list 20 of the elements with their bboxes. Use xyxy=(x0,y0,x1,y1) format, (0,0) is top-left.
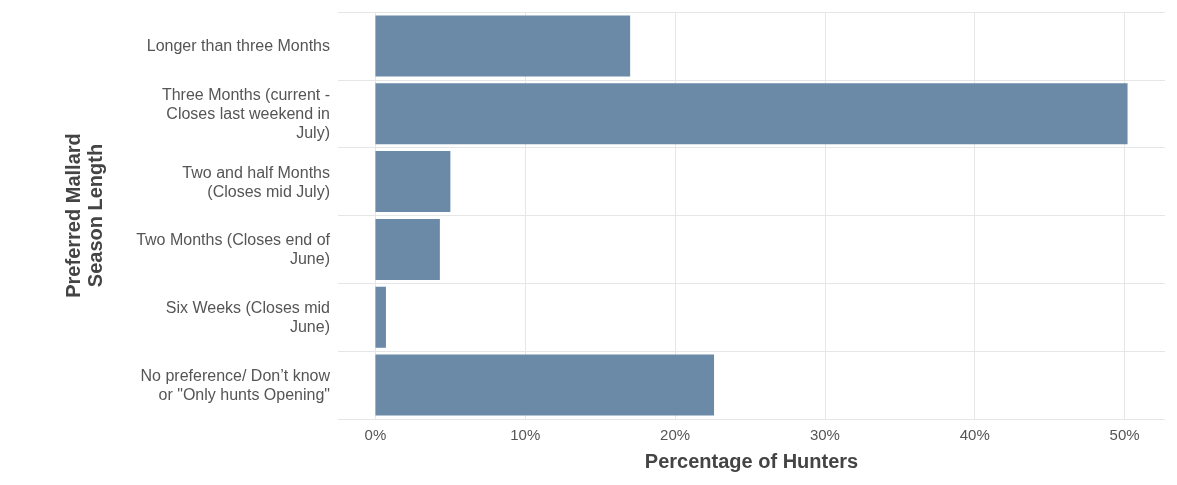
bar xyxy=(375,354,715,416)
y-tick-label: No preference/ Don’t know or "Only hunts Opening" xyxy=(140,367,331,404)
x-tick-label: 50% xyxy=(1109,426,1140,443)
bar xyxy=(375,83,1128,145)
bar xyxy=(375,218,440,280)
x-tick-label: 30% xyxy=(809,426,840,443)
x-axis-title: Percentage of Hunters xyxy=(644,450,859,472)
y-tick-label: Two Months (Closes end of June) xyxy=(136,231,331,268)
y-tick-label: Three Months (current - Closes last weekend in July) xyxy=(161,86,330,142)
y-axis-title: Preferred Mallard Season Length xyxy=(62,133,106,298)
bar xyxy=(375,15,631,77)
y-tick-label: Six Weeks (Closes mid June) xyxy=(165,299,330,336)
bar xyxy=(375,151,451,213)
y-tick-label: Longer than three Months xyxy=(146,37,330,55)
x-tick-label: 10% xyxy=(510,426,541,443)
x-tick-label: 40% xyxy=(959,426,990,443)
x-tick-label: 0% xyxy=(364,426,387,443)
x-tick-label: 20% xyxy=(660,426,691,443)
bar xyxy=(375,286,386,348)
y-tick-label: Two and half Months (Closes mid July) xyxy=(182,163,330,200)
